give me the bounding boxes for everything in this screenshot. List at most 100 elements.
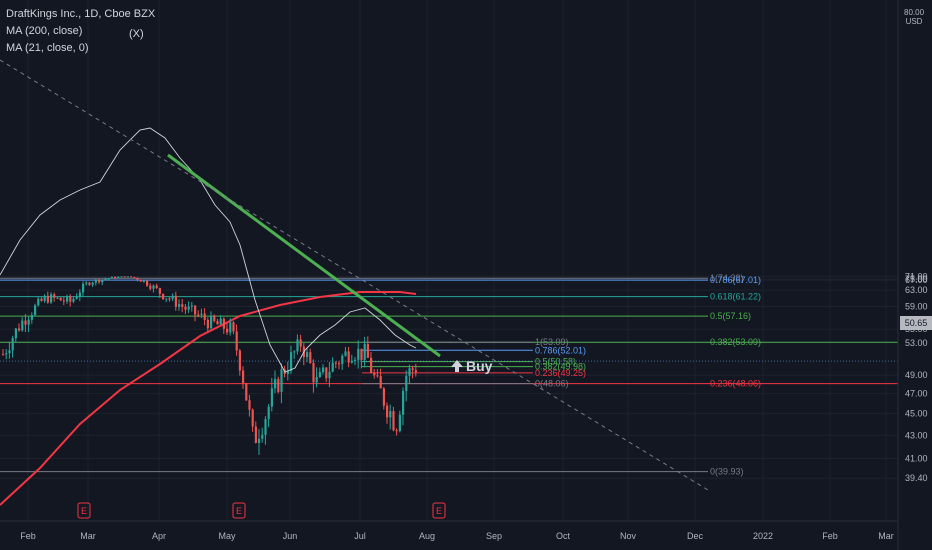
candle-body bbox=[162, 293, 165, 300]
candle-body bbox=[408, 368, 411, 376]
candle-body bbox=[379, 376, 382, 389]
candle-body bbox=[216, 321, 219, 325]
arrow-up-icon bbox=[451, 359, 463, 372]
candle-body bbox=[254, 426, 257, 444]
candle-body bbox=[11, 338, 14, 351]
y-tick-label: 63.00 bbox=[905, 285, 928, 295]
candle-body bbox=[21, 320, 24, 331]
candle-body bbox=[62, 300, 65, 302]
candle-body bbox=[264, 419, 267, 435]
chart-legend: DraftKings Inc., 1D, Cboe BZX MA (200, c… bbox=[6, 6, 155, 57]
ma21-path bbox=[0, 127, 417, 373]
candle-body bbox=[114, 276, 117, 279]
candle-body bbox=[290, 352, 293, 371]
ma200-legend[interactable]: MA (200, close) bbox=[6, 25, 83, 37]
candle-body bbox=[357, 348, 360, 360]
candle-body bbox=[27, 319, 30, 325]
candle-body bbox=[69, 296, 72, 302]
candle-body bbox=[219, 318, 222, 325]
candle-body bbox=[155, 285, 158, 289]
fibonacci-levels: 1(74.38)0.786(67.01) 0.618(61.22) 0.5(57.1… bbox=[0, 273, 898, 477]
candle-body bbox=[56, 297, 59, 299]
y-tick-label: 67.00 bbox=[905, 275, 928, 285]
candle-body bbox=[200, 313, 203, 315]
fib-small-label: 0.236(49.25) bbox=[535, 368, 586, 378]
candle-body bbox=[53, 294, 56, 298]
candle-body bbox=[206, 319, 209, 329]
candle-body bbox=[2, 354, 5, 356]
candle-body bbox=[354, 359, 357, 361]
price-axis[interactable]: 75.0071.0067.0063.0059.0055.0053.0049.00… bbox=[897, 0, 928, 550]
candle-body bbox=[267, 406, 270, 420]
candle-body bbox=[123, 276, 126, 278]
buy-label: Buy bbox=[466, 358, 493, 374]
candle-body bbox=[168, 298, 171, 300]
candle-body bbox=[296, 339, 299, 352]
ma200-path bbox=[0, 291, 417, 506]
candle-body bbox=[78, 292, 81, 297]
candle-body bbox=[386, 405, 389, 418]
x-tick-label: Oct bbox=[556, 531, 571, 541]
candle-body bbox=[210, 315, 213, 329]
x-tick-label: Apr bbox=[152, 531, 166, 541]
candle-body bbox=[331, 362, 334, 372]
candle-body bbox=[139, 279, 142, 282]
candle-body bbox=[59, 297, 62, 301]
candle-body bbox=[261, 434, 264, 439]
candle-body bbox=[14, 328, 17, 339]
time-axis[interactable]: Feb Mar Apr May Jun Jul Aug Sep Oct Nov Dec 2022 Feb… bbox=[0, 520, 898, 541]
buy-annotation: Buy bbox=[451, 358, 492, 374]
candle-body bbox=[395, 430, 398, 432]
fib-small-label: 0(48.06) bbox=[535, 379, 569, 389]
candle-body bbox=[8, 350, 11, 354]
candle-body bbox=[312, 363, 315, 383]
candle-body bbox=[40, 298, 43, 301]
fib-small-label: 0.5(50.58) bbox=[535, 357, 576, 367]
candle-body bbox=[322, 367, 325, 373]
x-tick-label: Feb bbox=[822, 531, 838, 541]
candle-body bbox=[30, 315, 33, 320]
candle-body bbox=[270, 388, 273, 407]
x-tick-label: Feb bbox=[20, 531, 36, 541]
candle-body bbox=[142, 280, 145, 282]
x-tick-label: Mar bbox=[80, 531, 96, 541]
currency-label[interactable]: 80.00 USD bbox=[904, 8, 924, 26]
candle-body bbox=[258, 438, 261, 444]
grid-lines bbox=[0, 0, 898, 521]
candle-body bbox=[158, 288, 161, 294]
candle-body bbox=[405, 375, 408, 391]
candle-body bbox=[347, 351, 350, 363]
earnings-marker-label: E bbox=[436, 506, 442, 516]
candle-body bbox=[274, 379, 277, 389]
candle-body bbox=[280, 369, 283, 392]
symbol-title[interactable]: DraftKings Inc., 1D, Cboe BZX bbox=[6, 8, 156, 20]
ma200-line bbox=[0, 291, 417, 506]
candle-body bbox=[277, 379, 280, 392]
y-tick-label: 45.00 bbox=[905, 409, 928, 419]
x-tick-label: Jun bbox=[283, 531, 298, 541]
candle-body bbox=[382, 388, 385, 406]
candle-body bbox=[94, 279, 97, 283]
candle-body bbox=[338, 363, 341, 365]
candle-body bbox=[286, 370, 289, 374]
candle-body bbox=[110, 276, 113, 279]
candle-body bbox=[126, 276, 129, 278]
point-x-label: (X) bbox=[129, 28, 144, 40]
fib-small-label: 1(53.09) bbox=[535, 337, 569, 347]
candle-body bbox=[107, 278, 110, 280]
candle-body bbox=[389, 411, 392, 418]
candle-body bbox=[72, 298, 75, 302]
fib-level-label: 1(74.38) bbox=[710, 273, 744, 283]
candle-body bbox=[376, 375, 379, 377]
candle-body bbox=[242, 370, 245, 384]
ma21-legend[interactable]: MA (21, close, 0) bbox=[6, 42, 89, 54]
candle-body bbox=[226, 328, 229, 333]
candle-body bbox=[232, 322, 235, 332]
candle-body bbox=[315, 377, 318, 383]
x-tick-label: Mar bbox=[878, 531, 894, 541]
candle-body bbox=[178, 304, 181, 307]
candle-body bbox=[341, 355, 344, 364]
